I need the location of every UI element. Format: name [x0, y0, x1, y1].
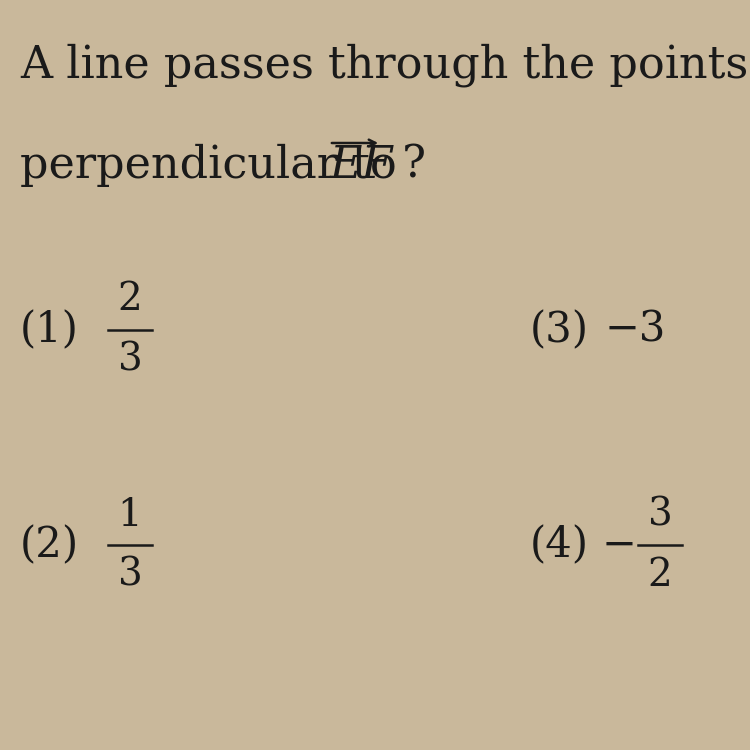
Text: (4): (4)	[530, 524, 589, 566]
Text: 1: 1	[118, 496, 142, 533]
Text: 3: 3	[647, 496, 672, 533]
Text: A line passes through the points: A line passes through the points	[20, 44, 750, 87]
Text: 3: 3	[118, 341, 142, 379]
Text: 3: 3	[118, 556, 142, 593]
Text: ?: ?	[388, 143, 426, 187]
Text: 2: 2	[647, 556, 672, 593]
Text: (3): (3)	[530, 309, 589, 351]
Text: perpendicular to: perpendicular to	[20, 143, 411, 187]
Text: (2): (2)	[20, 524, 80, 566]
Text: 2: 2	[118, 281, 142, 319]
Text: EF: EF	[330, 143, 393, 187]
Text: (1): (1)	[20, 309, 79, 351]
Text: −: −	[602, 524, 637, 566]
Text: −3: −3	[605, 309, 666, 351]
